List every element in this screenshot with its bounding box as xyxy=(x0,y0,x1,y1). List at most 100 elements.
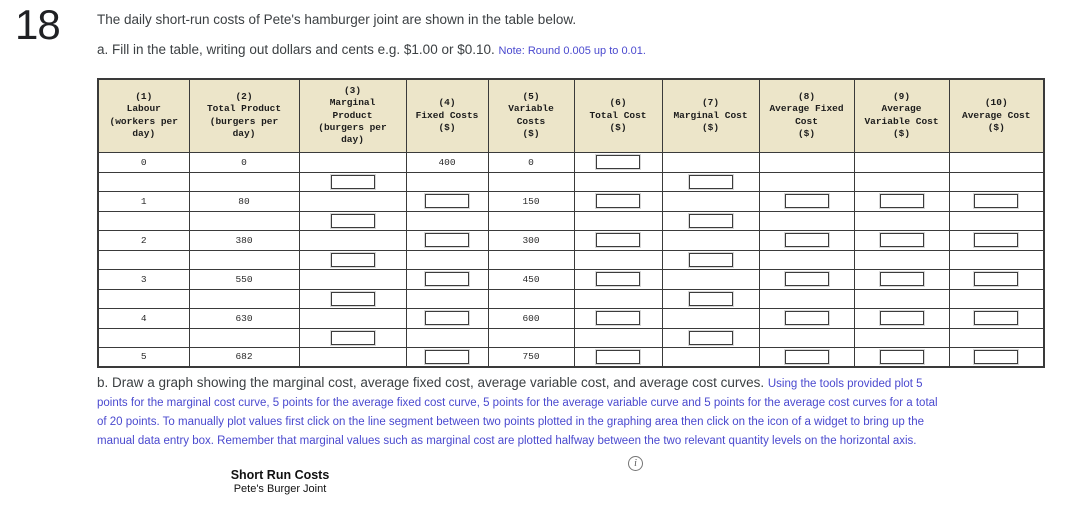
table-cell xyxy=(853,307,950,329)
answer-input[interactable] xyxy=(596,194,640,208)
answer-input[interactable] xyxy=(596,311,640,325)
answer-input[interactable] xyxy=(688,252,733,267)
table-cell xyxy=(405,171,489,192)
table-cell xyxy=(758,210,855,231)
table-cell: 3 xyxy=(97,268,190,290)
answer-input[interactable] xyxy=(974,349,1019,364)
table-cell xyxy=(948,346,1045,368)
table-cell xyxy=(97,210,190,231)
answer-input[interactable] xyxy=(596,272,640,286)
answer-input[interactable] xyxy=(879,349,924,364)
table-cell xyxy=(853,249,950,270)
answer-input[interactable] xyxy=(425,311,469,325)
answer-input[interactable] xyxy=(879,233,924,247)
table-cell xyxy=(661,327,760,348)
table-cell xyxy=(573,171,663,192)
column-header: (10) Average Cost ($) xyxy=(948,78,1045,153)
table-cell xyxy=(948,171,1045,192)
answer-input[interactable] xyxy=(330,291,375,306)
answer-input[interactable] xyxy=(330,174,375,189)
table-cell xyxy=(853,210,950,231)
part-b-text: b. Draw a graph showing the marginal cos… xyxy=(97,374,947,450)
table-cell: 2 xyxy=(97,229,190,251)
table-cell: 750 xyxy=(487,346,575,368)
table-cell xyxy=(97,171,190,192)
intro-text: The daily short-run costs of Pete's hamb… xyxy=(97,12,577,27)
table-cell: 0 xyxy=(188,151,300,173)
table-cell xyxy=(188,327,300,348)
answer-input[interactable] xyxy=(425,233,469,247)
table-cell xyxy=(188,249,300,270)
answer-input[interactable] xyxy=(330,213,375,228)
table-cell xyxy=(405,268,489,290)
table-cell xyxy=(948,307,1045,329)
answer-input[interactable] xyxy=(784,311,829,325)
table-cell xyxy=(573,210,663,231)
table-cell xyxy=(758,346,855,368)
answer-input[interactable] xyxy=(784,233,829,247)
answer-input[interactable] xyxy=(974,233,1019,247)
answer-input[interactable] xyxy=(688,174,733,189)
table-row: 0 0 400 0 xyxy=(97,151,1045,173)
table-cell: 300 xyxy=(487,229,575,251)
answer-input[interactable] xyxy=(330,252,375,267)
table-cell: 80 xyxy=(188,190,300,212)
info-icon[interactable]: i xyxy=(628,456,643,471)
graph-header: Short Run Costs Pete's Burger Joint xyxy=(180,467,380,496)
table-cell xyxy=(948,327,1045,348)
table-cell xyxy=(661,288,760,309)
answer-input[interactable] xyxy=(879,272,924,286)
answer-input[interactable] xyxy=(596,349,640,364)
table-cell xyxy=(853,151,950,173)
table-cell xyxy=(758,327,855,348)
table-cell xyxy=(298,327,407,348)
answer-input[interactable] xyxy=(784,349,829,364)
answer-input[interactable] xyxy=(425,272,469,286)
table-cell xyxy=(853,229,950,251)
part-a-text: a. Fill in the table, writing out dollar… xyxy=(97,42,646,57)
answer-input[interactable] xyxy=(596,155,640,169)
table-cell: 150 xyxy=(487,190,575,212)
table-cell: 630 xyxy=(188,307,300,329)
table-cell xyxy=(661,229,760,251)
answer-input[interactable] xyxy=(974,194,1019,208)
answer-input[interactable] xyxy=(879,311,924,325)
table-cell xyxy=(948,229,1045,251)
answer-input[interactable] xyxy=(879,194,924,208)
table-cell xyxy=(853,268,950,290)
part-a-instruction: a. Fill in the table, writing out dollar… xyxy=(97,42,495,57)
table-cell xyxy=(661,210,760,231)
table-cell xyxy=(853,327,950,348)
table-cell xyxy=(405,288,489,309)
answer-input[interactable] xyxy=(784,194,829,208)
table-cell: 682 xyxy=(188,346,300,368)
table-cell xyxy=(661,151,760,173)
table-row: 4 630 600 xyxy=(97,307,1045,329)
answer-input[interactable] xyxy=(974,311,1019,325)
answer-input[interactable] xyxy=(688,291,733,306)
table-cell xyxy=(573,288,663,309)
answer-input[interactable] xyxy=(688,330,733,345)
answer-input[interactable] xyxy=(974,272,1019,286)
answer-input[interactable] xyxy=(784,272,829,286)
table-cell xyxy=(758,288,855,309)
answer-input[interactable] xyxy=(425,194,469,208)
answer-input[interactable] xyxy=(425,349,469,364)
table-cell xyxy=(661,346,760,368)
table-row xyxy=(97,288,1045,309)
table-cell: 0 xyxy=(487,151,575,173)
table-cell xyxy=(188,210,300,231)
table-cell xyxy=(853,171,950,192)
table-cell xyxy=(298,151,407,173)
column-header: (9) Average Variable Cost ($) xyxy=(853,78,950,153)
table-cell xyxy=(661,171,760,192)
answer-input[interactable] xyxy=(330,330,375,345)
table-cell xyxy=(573,268,663,290)
table-cell xyxy=(188,288,300,309)
table-cell xyxy=(948,249,1045,270)
answer-input[interactable] xyxy=(688,213,733,228)
table-cell: 380 xyxy=(188,229,300,251)
column-header: (7) Marginal Cost ($) xyxy=(661,78,760,153)
table-cell xyxy=(405,190,489,212)
answer-input[interactable] xyxy=(596,233,640,247)
